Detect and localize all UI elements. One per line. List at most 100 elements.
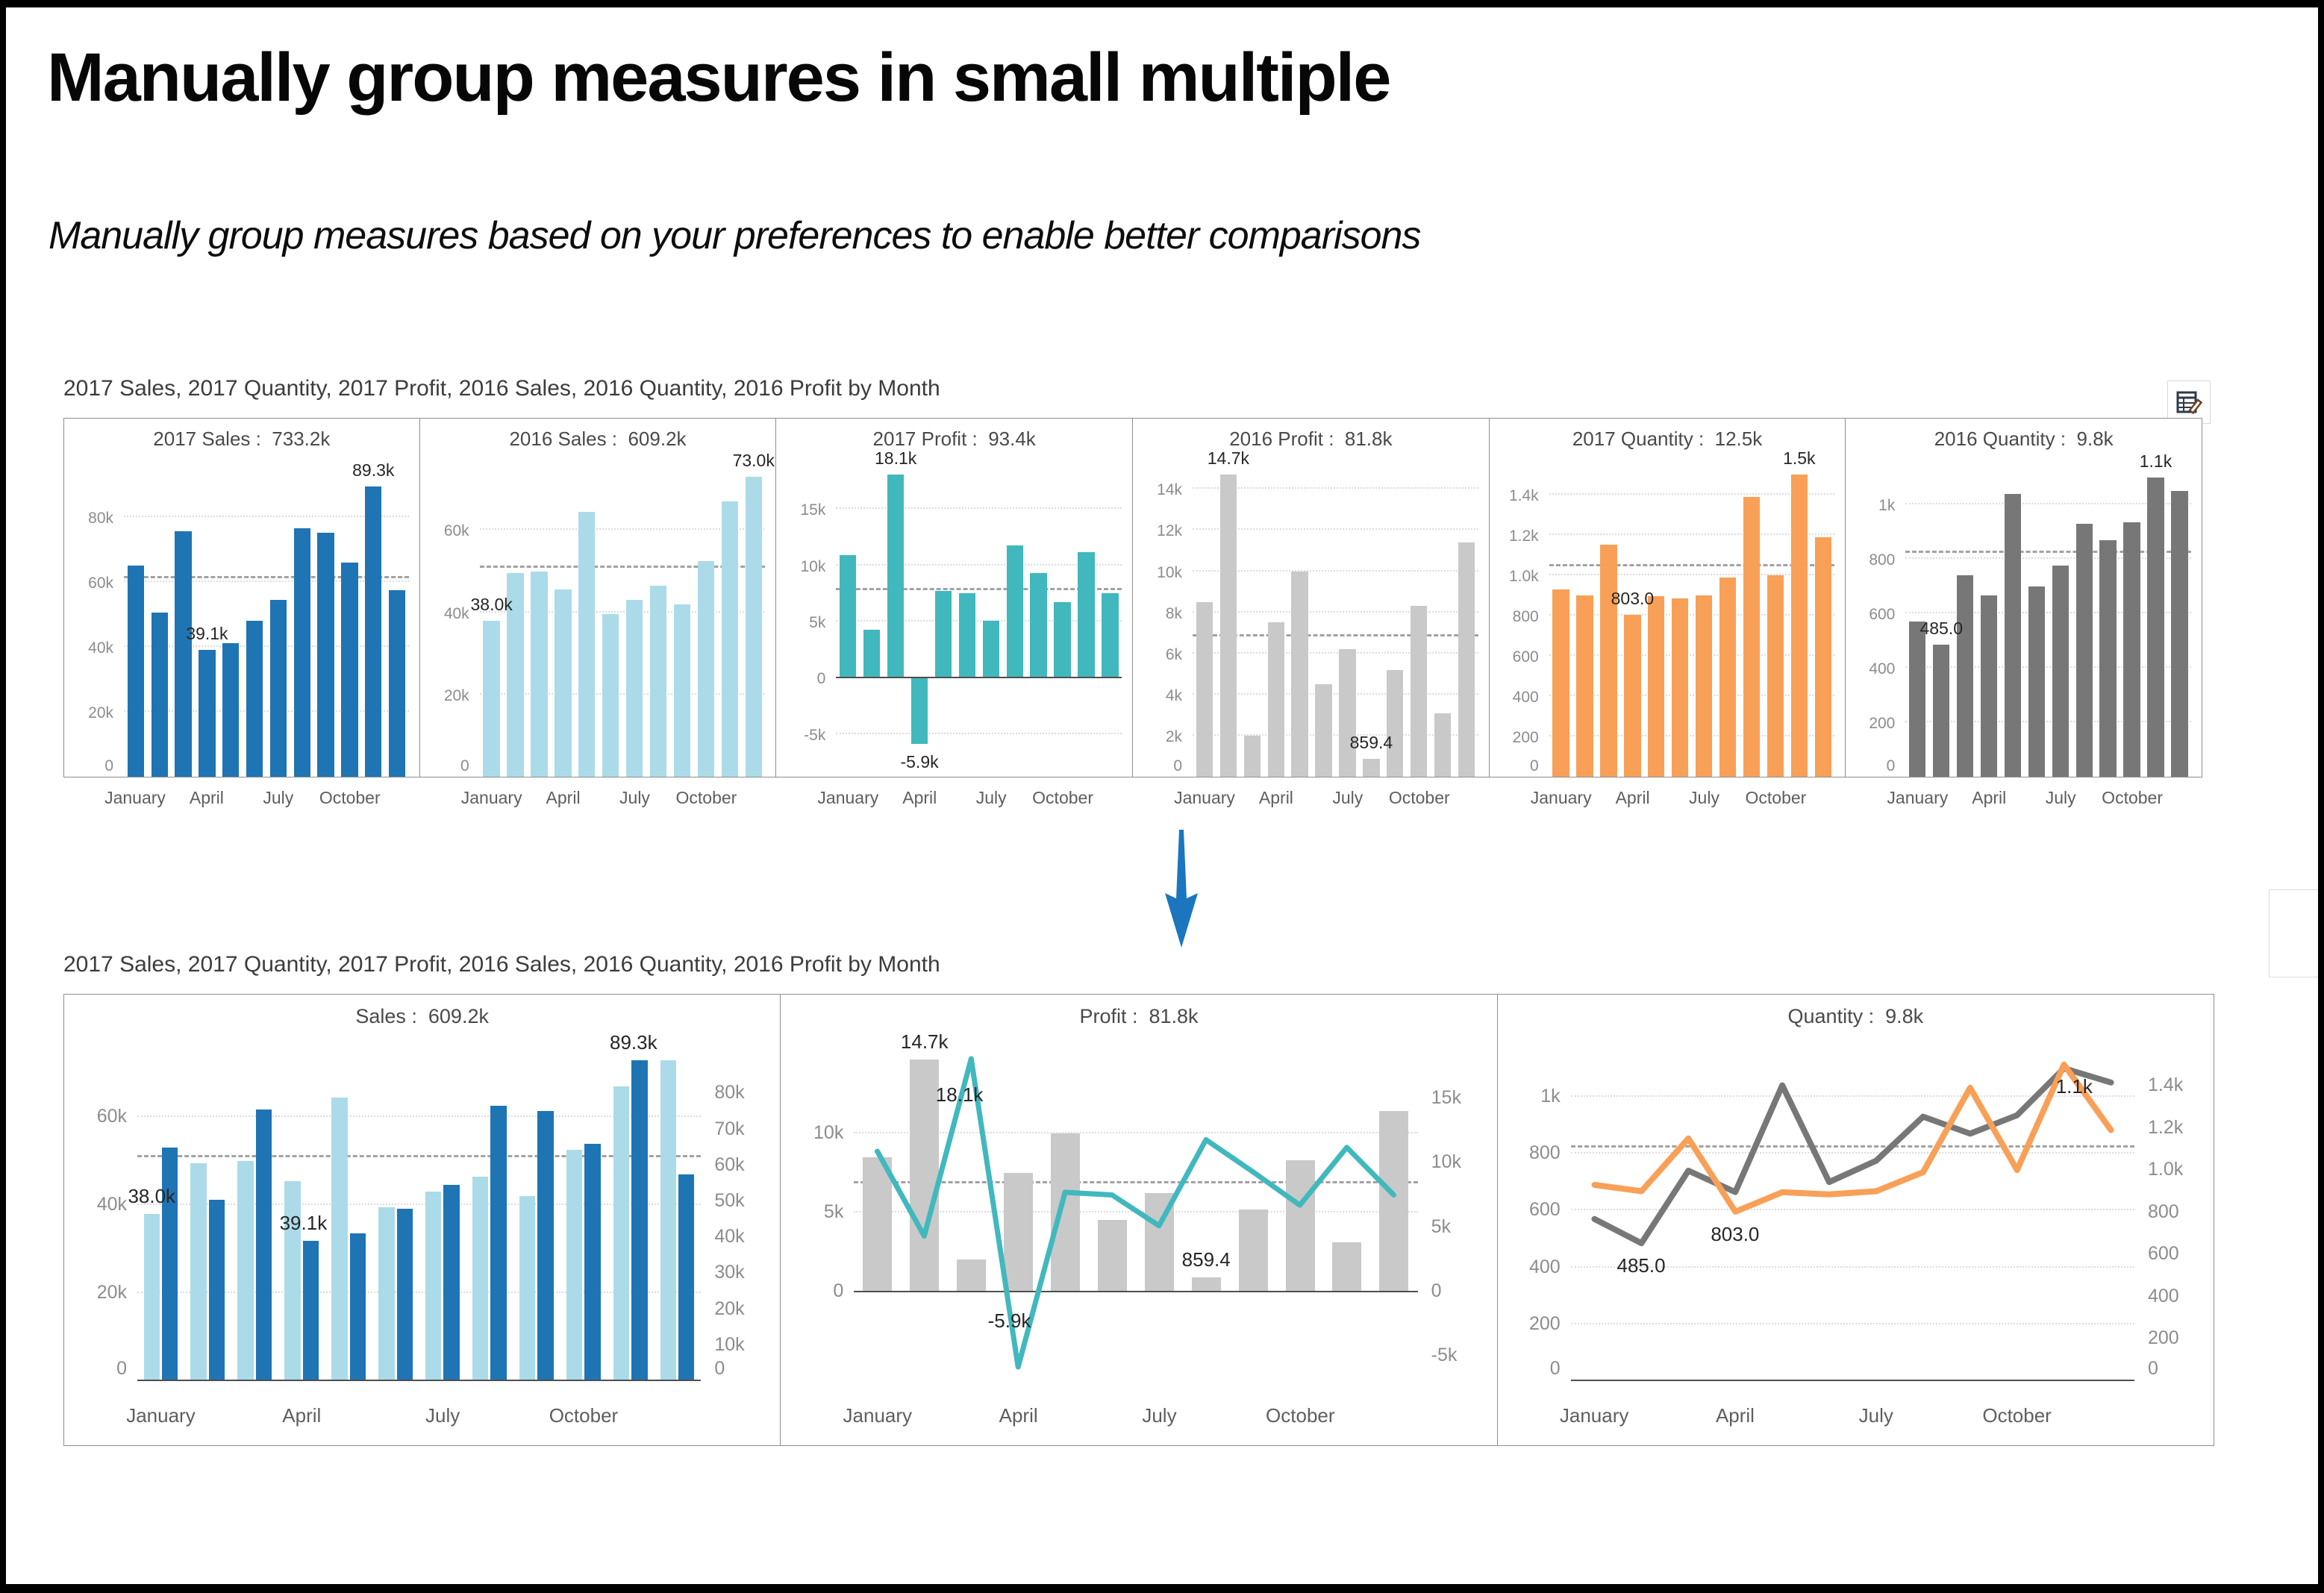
bar-2017-profit[interactable] xyxy=(1006,545,1023,678)
bar-2016-quantity[interactable] xyxy=(2004,493,2022,777)
bar-2017-sales[interactable] xyxy=(255,1110,272,1381)
bar-2017-profit[interactable] xyxy=(840,555,857,678)
bar-2017-sales[interactable] xyxy=(317,533,334,777)
bar-2016-profit[interactable] xyxy=(1363,759,1380,777)
bar-2017-sales[interactable] xyxy=(151,613,168,777)
bar-2016-profit[interactable] xyxy=(863,1157,893,1292)
bar-2016-sales[interactable] xyxy=(519,1196,536,1381)
bar-2017-profit[interactable] xyxy=(887,474,905,678)
bar-2017-quantity[interactable] xyxy=(1695,595,1713,777)
bar-2016-sales[interactable] xyxy=(531,571,548,777)
bar-2016-sales[interactable] xyxy=(625,600,643,777)
bar-2016-quantity[interactable] xyxy=(1909,622,1926,777)
bar-2017-profit[interactable] xyxy=(1078,551,1095,678)
bar-2017-sales[interactable] xyxy=(443,1185,460,1381)
bar-2017-sales[interactable] xyxy=(175,531,192,777)
bar-2017-sales[interactable] xyxy=(199,649,216,777)
bar-2017-sales[interactable] xyxy=(388,589,406,777)
bar-2016-sales[interactable] xyxy=(331,1097,348,1381)
bar-2016-profit[interactable] xyxy=(1379,1111,1409,1292)
bar-2017-profit[interactable] xyxy=(982,620,999,678)
bar-2017-sales[interactable] xyxy=(161,1147,178,1381)
bar-2017-sales[interactable] xyxy=(365,486,382,777)
bar-2017-sales[interactable] xyxy=(269,599,287,777)
bar-2017-quantity[interactable] xyxy=(1767,575,1784,777)
bar-2016-quantity[interactable] xyxy=(1956,575,1974,777)
bar-2016-profit[interactable] xyxy=(1339,649,1356,777)
bar-2017-sales[interactable] xyxy=(631,1060,648,1381)
bar-2017-quantity[interactable] xyxy=(1576,595,1593,777)
bar-2016-profit[interactable] xyxy=(957,1259,987,1292)
bar-2016-sales[interactable] xyxy=(483,620,500,777)
bar-2017-profit[interactable] xyxy=(910,677,928,745)
bar-2017-profit[interactable] xyxy=(863,629,881,678)
bar-2016-sales[interactable] xyxy=(425,1192,442,1381)
bar-2017-quantity[interactable] xyxy=(1790,474,1808,777)
bar-2017-quantity[interactable] xyxy=(1648,596,1665,777)
bar-2016-profit[interactable] xyxy=(1050,1133,1080,1292)
bar-2016-quantity[interactable] xyxy=(2171,490,2188,777)
bar-2016-quantity[interactable] xyxy=(2028,586,2046,777)
bar-2017-sales[interactable] xyxy=(341,562,358,777)
bar-2016-sales[interactable] xyxy=(237,1161,254,1381)
bar-2016-sales[interactable] xyxy=(378,1207,395,1381)
bar-2016-profit[interactable] xyxy=(1434,713,1452,777)
bar-2017-sales[interactable] xyxy=(208,1199,225,1381)
bar-2016-quantity[interactable] xyxy=(2123,522,2140,777)
bar-2016-profit[interactable] xyxy=(1387,669,1404,777)
bar-2016-sales[interactable] xyxy=(697,560,715,777)
bar-2016-profit[interactable] xyxy=(1291,571,1308,777)
bar-2016-quantity[interactable] xyxy=(2052,566,2069,777)
bar-2017-quantity[interactable] xyxy=(1600,545,1617,777)
bar-2016-sales[interactable] xyxy=(555,589,572,777)
bar-2017-sales[interactable] xyxy=(302,1240,319,1381)
bar-2016-profit[interactable] xyxy=(1219,475,1237,777)
bar-2016-sales[interactable] xyxy=(649,585,667,777)
bar-2016-profit[interactable] xyxy=(1097,1220,1127,1292)
bar-2017-profit[interactable] xyxy=(1054,602,1071,678)
bar-2016-sales[interactable] xyxy=(566,1150,583,1381)
bar-2016-sales[interactable] xyxy=(745,476,762,777)
bar-2016-sales[interactable] xyxy=(721,501,738,777)
bar-2016-sales[interactable] xyxy=(673,604,691,777)
bar-2017-sales[interactable] xyxy=(293,528,310,777)
bar-2017-sales[interactable] xyxy=(246,620,263,777)
bar-2017-quantity[interactable] xyxy=(1743,496,1761,777)
2016-quantity-line[interactable] xyxy=(1571,1050,2134,1381)
bar-2016-sales[interactable] xyxy=(613,1086,630,1381)
bar-2017-sales[interactable] xyxy=(490,1106,507,1381)
bar-2016-sales[interactable] xyxy=(284,1180,301,1381)
bar-2017-sales[interactable] xyxy=(222,643,240,777)
bar-2017-quantity[interactable] xyxy=(1719,577,1737,777)
bar-2017-quantity[interactable] xyxy=(1672,598,1689,777)
2017-profit-line[interactable] xyxy=(854,1050,1417,1381)
bar-2017-sales[interactable] xyxy=(349,1233,366,1381)
bar-2017-profit[interactable] xyxy=(1102,593,1119,678)
bar-2017-profit[interactable] xyxy=(1030,573,1047,678)
bar-2016-profit[interactable] xyxy=(1004,1172,1034,1292)
bar-2017-quantity[interactable] xyxy=(1552,589,1569,777)
bar-2016-quantity[interactable] xyxy=(2075,523,2093,777)
bar-2017-sales[interactable] xyxy=(678,1174,695,1381)
bar-2016-sales[interactable] xyxy=(602,614,619,777)
bar-2017-profit[interactable] xyxy=(958,593,976,678)
bar-2017-sales[interactable] xyxy=(537,1111,554,1381)
bar-2016-profit[interactable] xyxy=(1238,1209,1268,1292)
bar-2016-profit[interactable] xyxy=(910,1059,940,1292)
bar-2016-profit[interactable] xyxy=(1285,1160,1315,1292)
bar-2016-quantity[interactable] xyxy=(1933,645,1950,777)
bar-2016-profit[interactable] xyxy=(1267,622,1284,777)
bar-2016-quantity[interactable] xyxy=(1980,595,1998,777)
bar-2016-profit[interactable] xyxy=(1411,606,1428,777)
bar-2017-sales[interactable] xyxy=(127,565,145,777)
bar-2016-quantity[interactable] xyxy=(2099,539,2117,777)
bar-2016-sales[interactable] xyxy=(507,573,524,777)
visual-options-button[interactable] xyxy=(2167,381,2211,424)
bar-2017-quantity[interactable] xyxy=(1624,615,1641,777)
2017-quantity-line[interactable] xyxy=(1571,1050,2134,1381)
bar-2016-quantity[interactable] xyxy=(2147,477,2164,777)
bar-2016-sales[interactable] xyxy=(472,1176,489,1381)
bar-2016-sales[interactable] xyxy=(143,1213,160,1381)
bar-2016-profit[interactable] xyxy=(1191,1277,1221,1292)
bar-2017-sales[interactable] xyxy=(396,1208,413,1381)
